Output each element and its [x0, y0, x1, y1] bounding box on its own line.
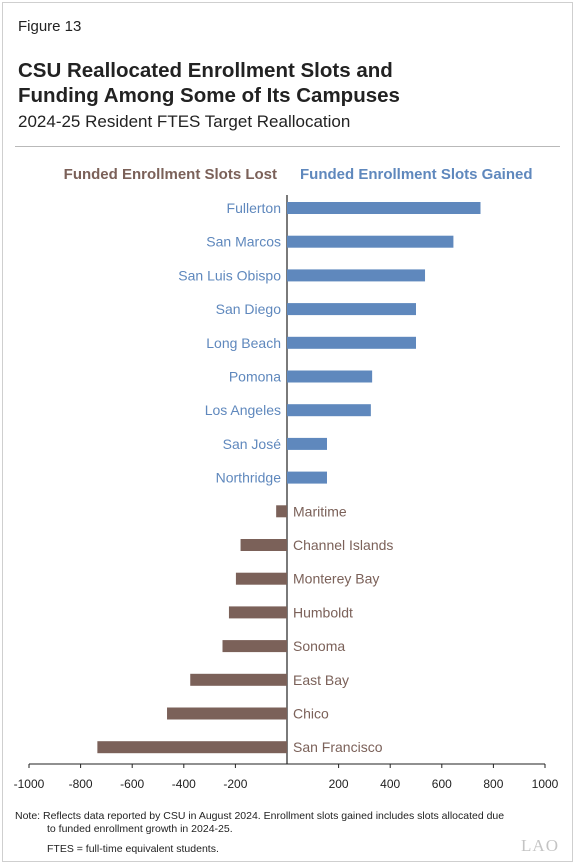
bar-maritime	[276, 505, 287, 518]
category-label-monterey-bay: Monterey Bay	[293, 571, 379, 587]
category-label-maritime: Maritime	[293, 503, 347, 519]
category-label-los-angeles: Los Angeles	[205, 402, 281, 418]
figure-label: Figure 13	[18, 18, 82, 35]
x-tick-label--200: -200	[223, 777, 247, 791]
bar-fullerton	[287, 202, 481, 214]
category-label-pomona: Pomona	[229, 369, 281, 385]
category-label-east-bay: East Bay	[293, 672, 349, 688]
category-label-san-jose: San José	[223, 436, 282, 452]
x-tick-label-800: 800	[483, 777, 503, 791]
note-fte-definition: FTES = full-time equivalent students.	[47, 843, 219, 855]
bar-san-francisco	[97, 741, 288, 754]
bar-channel-islands	[240, 539, 287, 551]
x-tick-label-600: 600	[432, 777, 452, 791]
category-label-long-beach: Long Beach	[206, 335, 281, 351]
category-label-chico: Chico	[293, 706, 329, 722]
chart-title-line-2: Funding Among Some of Its Campuses	[18, 84, 400, 107]
category-label-san-francisco: San Francisco	[293, 739, 383, 755]
x-tick-label-200: 200	[329, 777, 349, 791]
legend-lost-label: Funded Enrollment Slots Lost	[63, 166, 277, 183]
note-line-1: Note: Reflects data reported by CSU in A…	[15, 810, 505, 822]
chart-title: CSU Reallocated Enrollment Slots and Fun…	[18, 58, 538, 108]
category-label-fullerton: Fullerton	[227, 200, 281, 216]
bar-los-angeles	[287, 404, 371, 417]
chart-note: Note: Reflects data reported by CSU in A…	[15, 810, 560, 836]
lao-logo: LAO	[521, 836, 559, 855]
bar-sonoma	[222, 640, 287, 653]
x-tick-label--400: -400	[172, 777, 196, 791]
category-label-northridge: Northridge	[216, 470, 282, 486]
x-tick-label-1000: 1000	[532, 777, 559, 791]
x-tick-label--600: -600	[120, 777, 144, 791]
x-tick-label--1000: -1000	[14, 777, 45, 791]
category-label-humboldt: Humboldt	[293, 604, 353, 620]
chart-title-line-1: CSU Reallocated Enrollment Slots and	[18, 59, 393, 82]
bar-pomona	[287, 370, 373, 383]
bar-san-luis-obispo	[287, 269, 426, 282]
x-tick-label--800: -800	[69, 777, 93, 791]
legend-gained-label: Funded Enrollment Slots Gained	[300, 166, 533, 183]
bar-chico	[167, 707, 287, 720]
bar-monterey-bay	[235, 572, 287, 585]
category-label-sonoma: Sonoma	[293, 638, 345, 654]
category-label-channel-islands: Channel Islands	[293, 537, 393, 553]
category-label-san-marcos: San Marcos	[206, 234, 281, 250]
title-divider	[15, 146, 560, 147]
category-label-san-diego: San Diego	[216, 301, 282, 317]
x-tick-label-400: 400	[380, 777, 400, 791]
bar-northridge	[287, 471, 327, 484]
bar-san-diego	[287, 303, 416, 316]
bar-east-bay	[190, 673, 287, 686]
bar-long-beach	[287, 336, 416, 349]
bar-humboldt	[228, 606, 287, 619]
bar-san-jose	[287, 437, 327, 450]
chart-subtitle: 2024-25 Resident FTES Target Reallocatio…	[18, 112, 351, 131]
bar-san-marcos	[287, 235, 454, 248]
category-label-san-luis-obispo: San Luis Obispo	[178, 267, 281, 283]
note-line-2: to funded enrollment growth in 2024-25.	[47, 823, 233, 835]
